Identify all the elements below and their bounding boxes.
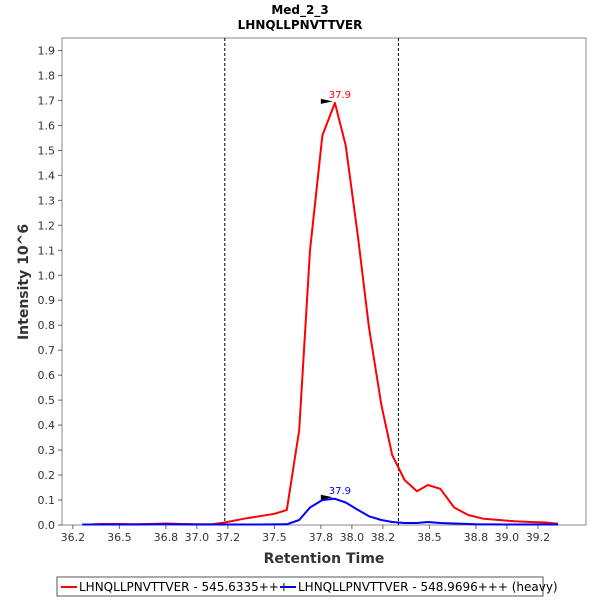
y-tick-label: 0.9 — [38, 294, 56, 307]
x-tick-label: 39.2 — [526, 531, 551, 544]
x-tick-label: 37.2 — [216, 531, 241, 544]
legend-label-heavy: LHNQLLPNVTTVER - 548.9696+++ (heavy) — [298, 580, 558, 594]
y-axis-label: Intensity 10^6 — [16, 224, 32, 340]
x-tick-label: 38.8 — [464, 531, 489, 544]
plot-area — [61, 37, 587, 526]
peak-marker-light — [320, 98, 333, 104]
x-axis: 36.2 36.5 36.8 37.0 37.2 37.5 37.8 38.0 38.2 38.5… — [61, 525, 551, 544]
peak-label-light: 37.9 — [329, 90, 351, 101]
y-tick-label: 0.7 — [38, 344, 56, 357]
y-tick-label: 1.5 — [38, 144, 56, 157]
y-tick-label: 0.6 — [38, 369, 56, 382]
chart-subtitle: LHNQLLPNVTTVER — [238, 18, 363, 32]
y-tick-label: 0.1 — [38, 494, 56, 507]
legend-box — [56, 576, 544, 597]
x-tick-label: 36.2 — [61, 531, 86, 544]
x-tick-label: 38.0 — [340, 531, 365, 544]
y-tick-label: 1.3 — [38, 194, 56, 207]
x-axis-label: Retention Time — [264, 551, 385, 567]
x-tick-label: 39.0 — [495, 531, 520, 544]
y-tick-label: 0.5 — [38, 394, 56, 407]
y-tick-label: 1.2 — [38, 219, 56, 232]
y-tick-label: 1.4 — [38, 169, 56, 182]
x-tick-label: 36.8 — [154, 531, 179, 544]
y-tick-label: 0.8 — [38, 319, 56, 332]
x-tick-label: 37.8 — [309, 531, 334, 544]
y-tick-label: 1.8 — [38, 69, 56, 82]
y-tick-label: 1.0 — [38, 269, 56, 282]
y-tick-label: 1.1 — [38, 244, 56, 257]
legend-label-light: LHNQLLPNVTTVER - 545.6335+++ — [79, 580, 289, 594]
peak-boundaries — [224, 38, 399, 525]
y-tick-label: 1.7 — [38, 94, 56, 107]
series-layer: 37.9 37.9 — [82, 90, 559, 526]
x-tick-label: 38.2 — [371, 531, 396, 544]
y-tick-label: 1.9 — [38, 44, 56, 57]
series-line-heavy — [82, 497, 559, 526]
peak-label-heavy: 37.9 — [329, 486, 351, 497]
x-tick-label: 37.0 — [185, 531, 210, 544]
peak-marker-heavy — [320, 494, 333, 500]
y-tick-label: 1.6 — [38, 119, 56, 132]
y-tick-label: 0.3 — [38, 444, 56, 457]
y-tick-label: 0.0 — [38, 519, 56, 532]
y-axis: 0.0 0.1 0.2 0.3 0.4 0.5 0.6 0.7 0.8 0.9 1.0 1.1 1.2 1… — [38, 44, 62, 532]
x-tick-label: 37.5 — [262, 531, 287, 544]
legend: LHNQLLPNVTTVER - 545.6335+++ LHNQLLPNVTT… — [56, 576, 558, 597]
x-tick-label: 38.5 — [417, 531, 442, 544]
y-tick-label: 0.2 — [38, 469, 56, 482]
y-tick-label: 0.4 — [38, 419, 56, 432]
x-tick-label: 36.5 — [107, 531, 132, 544]
chart-title: Med_2_3 — [271, 3, 328, 18]
